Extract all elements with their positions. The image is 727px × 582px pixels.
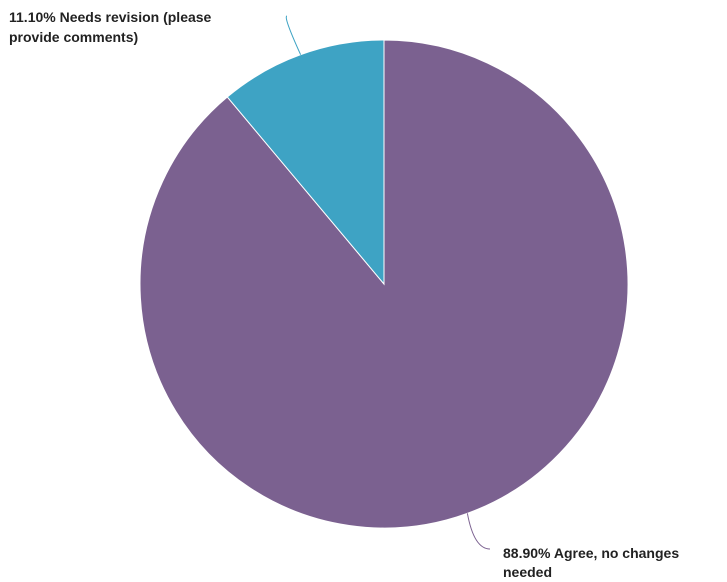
slice-label-0-line-0: 88.90% Agree, no changes <box>503 545 679 561</box>
slices-layer <box>139 39 629 529</box>
slice-label-0: 88.90% Agree, no changes needed <box>503 545 679 580</box>
slice-label-0-line-1: needed <box>503 564 552 580</box>
slice-label-1: 11.10% Needs revision (please provide com… <box>9 9 212 45</box>
leader-lines-layer <box>285 15 491 550</box>
leader-line-0 <box>466 513 491 550</box>
slice-label-1-line-0: 11.10% Needs revision (please <box>9 9 212 25</box>
leader-line-1 <box>285 15 302 55</box>
slice-label-1-line-1: provide comments) <box>9 29 138 45</box>
labels-layer: 88.90% Agree, no changes needed 11.10% Nee… <box>9 9 679 580</box>
